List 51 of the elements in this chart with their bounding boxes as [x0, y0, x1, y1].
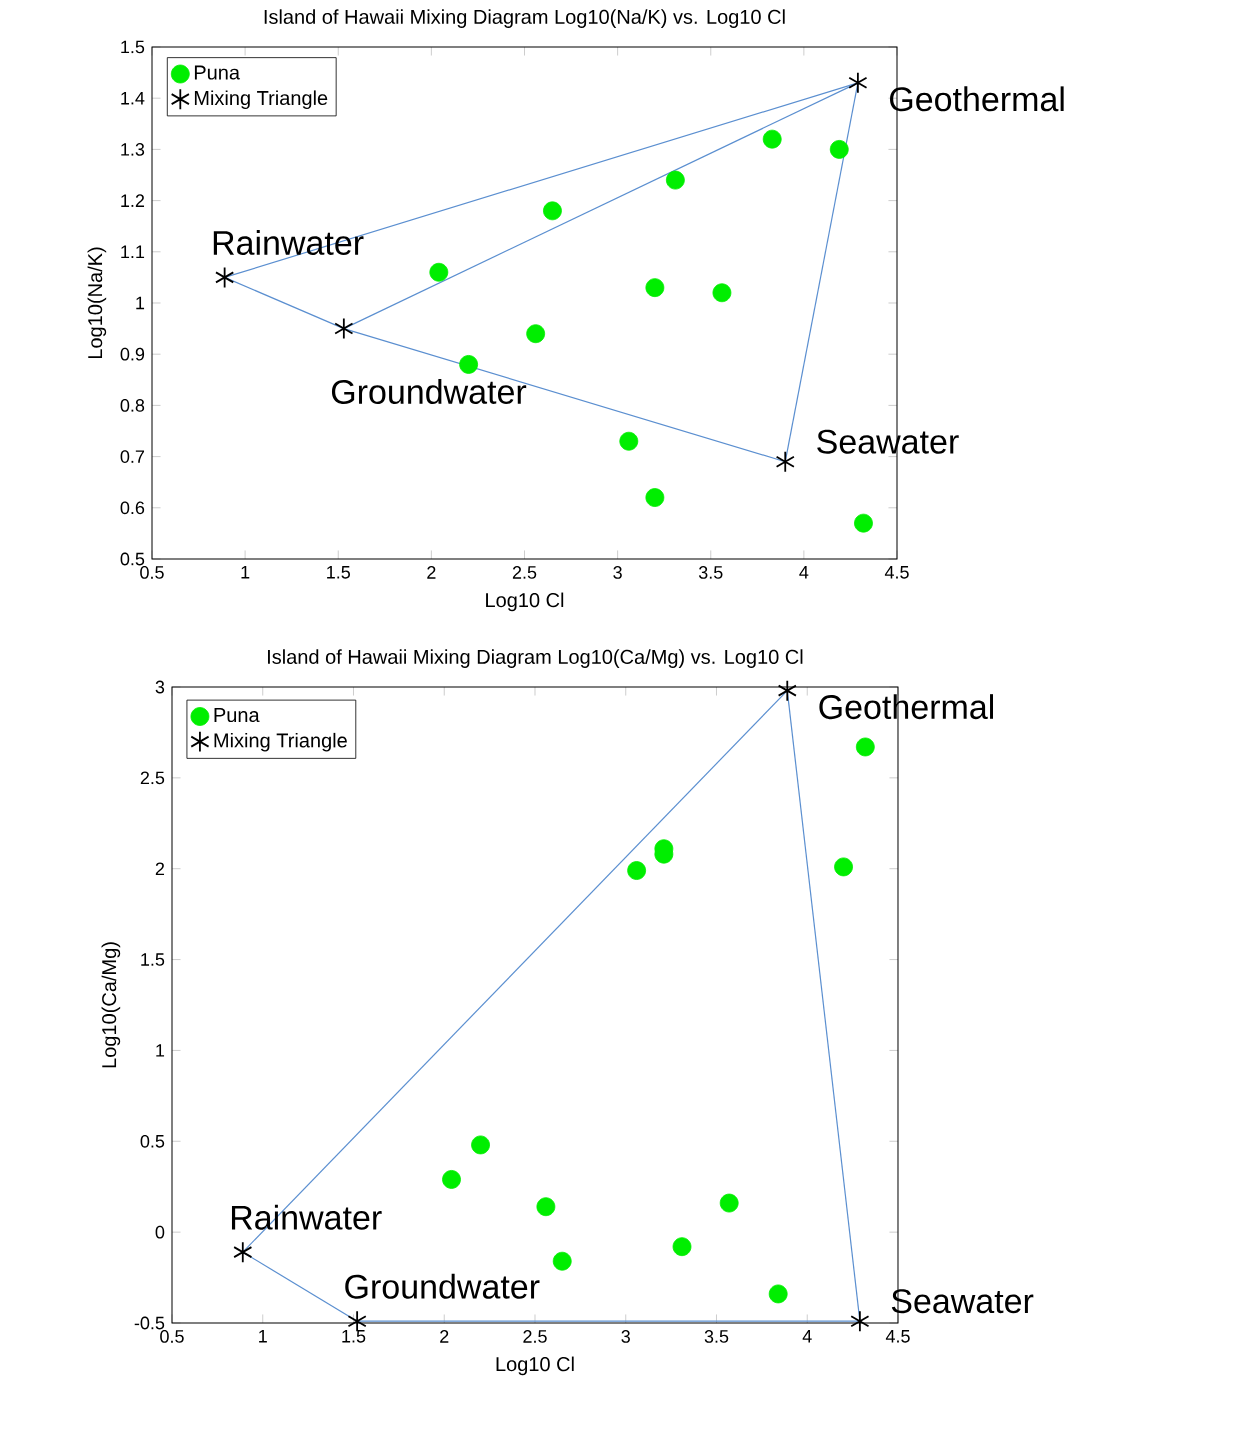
- y-tick-label: 2.5: [140, 771, 165, 785]
- legend-label: Mixing Triangle: [194, 90, 328, 110]
- annotation: Groundwater: [331, 379, 527, 404]
- y-tick-label: 0.9: [120, 347, 145, 361]
- x-tick-label: 2.5: [512, 566, 537, 579]
- chart-title: Island of Hawaii Mixing Diagram Log10(Na/K) vs. Log10 Cl: [264, 9, 785, 28]
- x-tick-label: 4: [802, 1330, 812, 1343]
- legend-label: Mixing Triangle: [214, 732, 347, 752]
- y-axis-title: Log10(Ca/Mg): [101, 942, 121, 1068]
- legend-label: Puna: [214, 708, 260, 723]
- x-tick-label: 4.5: [884, 566, 909, 579]
- x-tick-label: 2: [427, 566, 436, 579]
- annotation: Geothermal: [819, 694, 994, 720]
- x-tick-label: 3: [613, 566, 622, 579]
- annotation: Seawater: [817, 429, 959, 454]
- y-tick-label: 1.5: [121, 40, 145, 54]
- y-tick-label: 1: [136, 296, 145, 310]
- y-tick-label: 3: [155, 680, 165, 694]
- chart-title: Island of Hawaii Mixing Diagram Log10(Ca/Mg) vs. Log10 Cl: [268, 649, 803, 668]
- annotation: Geothermal: [890, 86, 1064, 112]
- x-tick-label: 1.5: [327, 566, 350, 579]
- y-axis-title: Log10(Na/K): [87, 247, 107, 359]
- y-tick-label: 0.7: [120, 450, 145, 463]
- y-tick-label: 0.6: [120, 501, 145, 515]
- y-tick-label: 1.1: [121, 245, 145, 258]
- x-axis-title: Log10 Cl: [486, 592, 564, 612]
- y-tick-label: 2: [155, 862, 165, 875]
- annotation: Seawater: [891, 1289, 1034, 1314]
- x-axis-title: Log10 Cl: [496, 1356, 574, 1376]
- y-tick-label: 1.5: [141, 953, 165, 966]
- x-tick-label: 2.5: [523, 1330, 547, 1343]
- y-tick-label: -0.5: [134, 1316, 165, 1330]
- x-tick-label: 3.5: [704, 1330, 729, 1343]
- x-tick-label: 1.5: [342, 1330, 366, 1343]
- legend-label: Puna: [194, 65, 241, 80]
- y-tick-label: 0.5: [120, 552, 145, 566]
- x-tick-label: 3: [621, 1330, 630, 1343]
- x-tick-label: 3.5: [698, 566, 723, 579]
- x-tick-label: 4.5: [885, 1330, 910, 1343]
- x-tick-label: 1: [259, 1330, 267, 1343]
- y-tick-label: 1: [156, 1044, 165, 1057]
- annotation: Groundwater: [345, 1273, 540, 1299]
- x-tick-label: 1: [241, 566, 250, 579]
- y-tick-label: 1.3: [121, 143, 145, 156]
- y-tick-label: 0.5: [140, 1134, 165, 1148]
- x-tick-label: 4: [799, 566, 809, 579]
- y-tick-label: 1.4: [121, 91, 145, 105]
- y-tick-label: 1.2: [121, 194, 145, 207]
- y-tick-label: 0: [155, 1225, 165, 1239]
- x-tick-label: 2: [440, 1330, 449, 1343]
- y-tick-label: 0.8: [120, 399, 145, 412]
